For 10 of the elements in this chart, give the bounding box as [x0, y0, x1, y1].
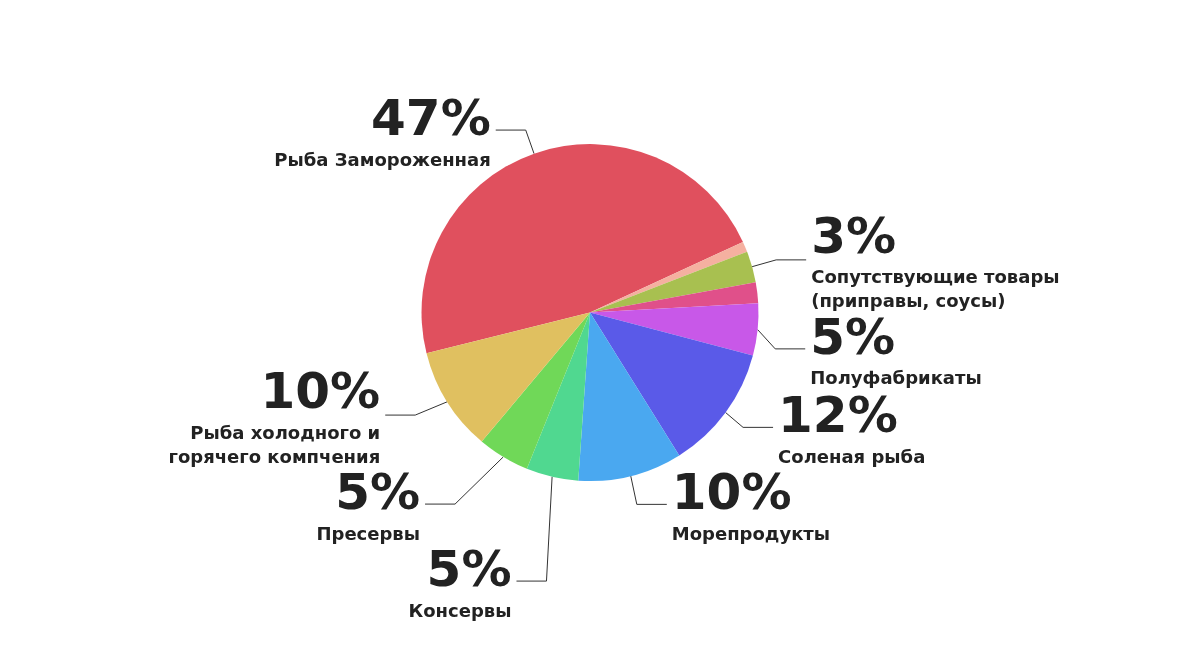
data-label: 5% — [426, 540, 512, 599]
data-label: 3% — [811, 206, 897, 265]
slice-label: Морепродукты — [671, 522, 831, 544]
slice-label: Полуфабрикаты — [810, 367, 982, 389]
data-label: 47% — [371, 89, 491, 148]
slice-label: Пресервы — [316, 522, 421, 544]
slice-label: Сопутствующие товары (приправы, соусы) — [811, 266, 1060, 312]
slice-label: Консервы — [408, 599, 512, 621]
slice-label: Рыба Замороженная — [274, 148, 491, 170]
data-label: 10% — [260, 362, 381, 421]
